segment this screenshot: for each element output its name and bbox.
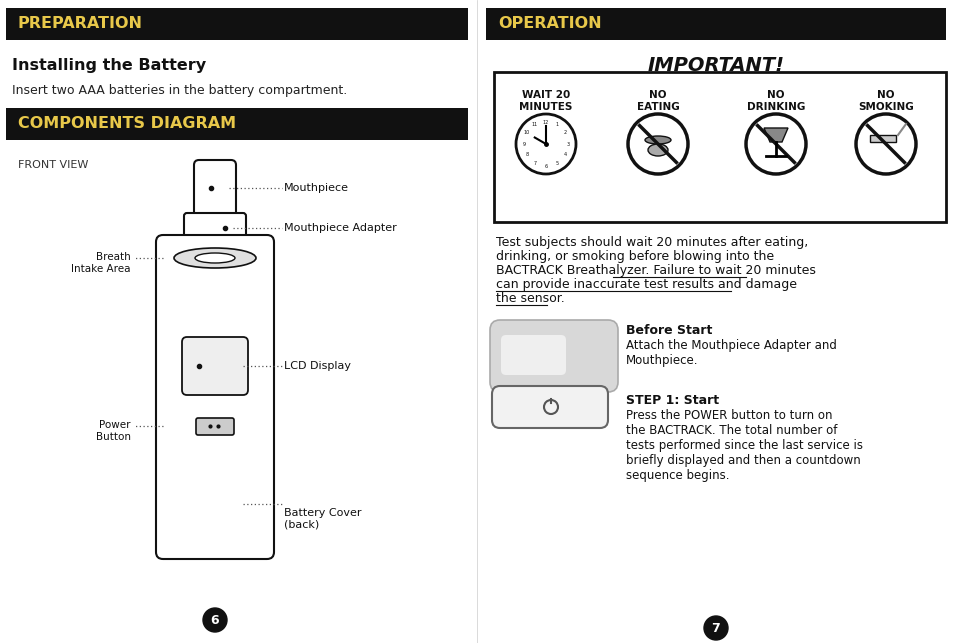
Text: drinking, or smoking before blowing into the: drinking, or smoking before blowing into… <box>496 250 773 263</box>
Text: 12: 12 <box>542 120 549 125</box>
Text: 7: 7 <box>711 622 720 635</box>
Text: Press the POWER button to turn on
the BACTRACK. The total number of
tests perfor: Press the POWER button to turn on the BA… <box>625 409 862 482</box>
Text: NO
DRINKING: NO DRINKING <box>746 90 804 112</box>
Text: NO
EATING: NO EATING <box>636 90 679 112</box>
Text: BACTRACK Breathalyzer. Failure to wait 20 minutes: BACTRACK Breathalyzer. Failure to wait 2… <box>496 264 815 277</box>
Text: 6: 6 <box>211 613 219 626</box>
Text: OPERATION: OPERATION <box>497 17 601 32</box>
FancyBboxPatch shape <box>156 235 274 559</box>
Text: WAIT 20
MINUTES: WAIT 20 MINUTES <box>518 90 572 112</box>
Text: 11: 11 <box>532 122 537 127</box>
FancyBboxPatch shape <box>195 418 233 435</box>
FancyBboxPatch shape <box>500 335 565 375</box>
FancyBboxPatch shape <box>490 320 618 392</box>
Text: 8: 8 <box>525 152 528 158</box>
Text: Power
Button: Power Button <box>96 420 131 442</box>
Circle shape <box>745 114 805 174</box>
Circle shape <box>703 616 727 640</box>
Text: Test subjects should wait 20 minutes after eating,: Test subjects should wait 20 minutes aft… <box>496 236 807 249</box>
Ellipse shape <box>644 136 670 144</box>
Text: 3: 3 <box>566 141 569 147</box>
FancyBboxPatch shape <box>6 8 468 40</box>
Text: LCD Display: LCD Display <box>284 361 351 371</box>
FancyBboxPatch shape <box>182 337 248 395</box>
Ellipse shape <box>647 144 667 156</box>
Ellipse shape <box>173 248 255 268</box>
FancyBboxPatch shape <box>193 160 235 220</box>
Text: 9: 9 <box>522 141 525 147</box>
FancyBboxPatch shape <box>869 135 895 142</box>
Text: Mouthpiece Adapter: Mouthpiece Adapter <box>284 223 396 233</box>
FancyBboxPatch shape <box>485 8 945 40</box>
Text: 1: 1 <box>555 122 558 127</box>
Circle shape <box>516 114 576 174</box>
FancyBboxPatch shape <box>492 386 607 428</box>
FancyBboxPatch shape <box>494 72 945 222</box>
Text: Breath
Intake Area: Breath Intake Area <box>71 252 131 274</box>
Text: 6: 6 <box>544 163 547 168</box>
Ellipse shape <box>194 253 234 263</box>
Text: NO
SMOKING: NO SMOKING <box>858 90 913 112</box>
Text: FRONT VIEW: FRONT VIEW <box>18 160 89 170</box>
FancyBboxPatch shape <box>184 213 246 243</box>
Text: Attach the Mouthpiece Adapter and
Mouthpiece.: Attach the Mouthpiece Adapter and Mouthp… <box>625 339 836 367</box>
Text: can provide inaccurate test results and damage: can provide inaccurate test results and … <box>496 278 796 291</box>
Text: the sensor.: the sensor. <box>496 292 564 305</box>
Text: PREPARATION: PREPARATION <box>18 17 143 32</box>
Text: STEP 1: Start: STEP 1: Start <box>625 394 719 407</box>
Text: Insert two AAA batteries in the battery compartment.: Insert two AAA batteries in the battery … <box>12 84 347 97</box>
Text: 10: 10 <box>523 131 530 136</box>
Text: COMPONENTS DIAGRAM: COMPONENTS DIAGRAM <box>18 116 236 132</box>
Text: 5: 5 <box>555 161 558 165</box>
Circle shape <box>203 608 227 632</box>
Polygon shape <box>763 128 787 142</box>
Text: Mouthpiece: Mouthpiece <box>284 183 349 193</box>
Text: 4: 4 <box>563 152 566 158</box>
Text: 7: 7 <box>533 161 536 165</box>
Text: IMPORTANT!: IMPORTANT! <box>647 56 783 75</box>
FancyBboxPatch shape <box>6 108 468 140</box>
Text: Battery Cover
(back): Battery Cover (back) <box>284 508 361 530</box>
Circle shape <box>855 114 915 174</box>
Text: Installing the Battery: Installing the Battery <box>12 58 206 73</box>
Circle shape <box>627 114 687 174</box>
Text: Before Start: Before Start <box>625 324 712 337</box>
Text: 2: 2 <box>563 131 566 136</box>
